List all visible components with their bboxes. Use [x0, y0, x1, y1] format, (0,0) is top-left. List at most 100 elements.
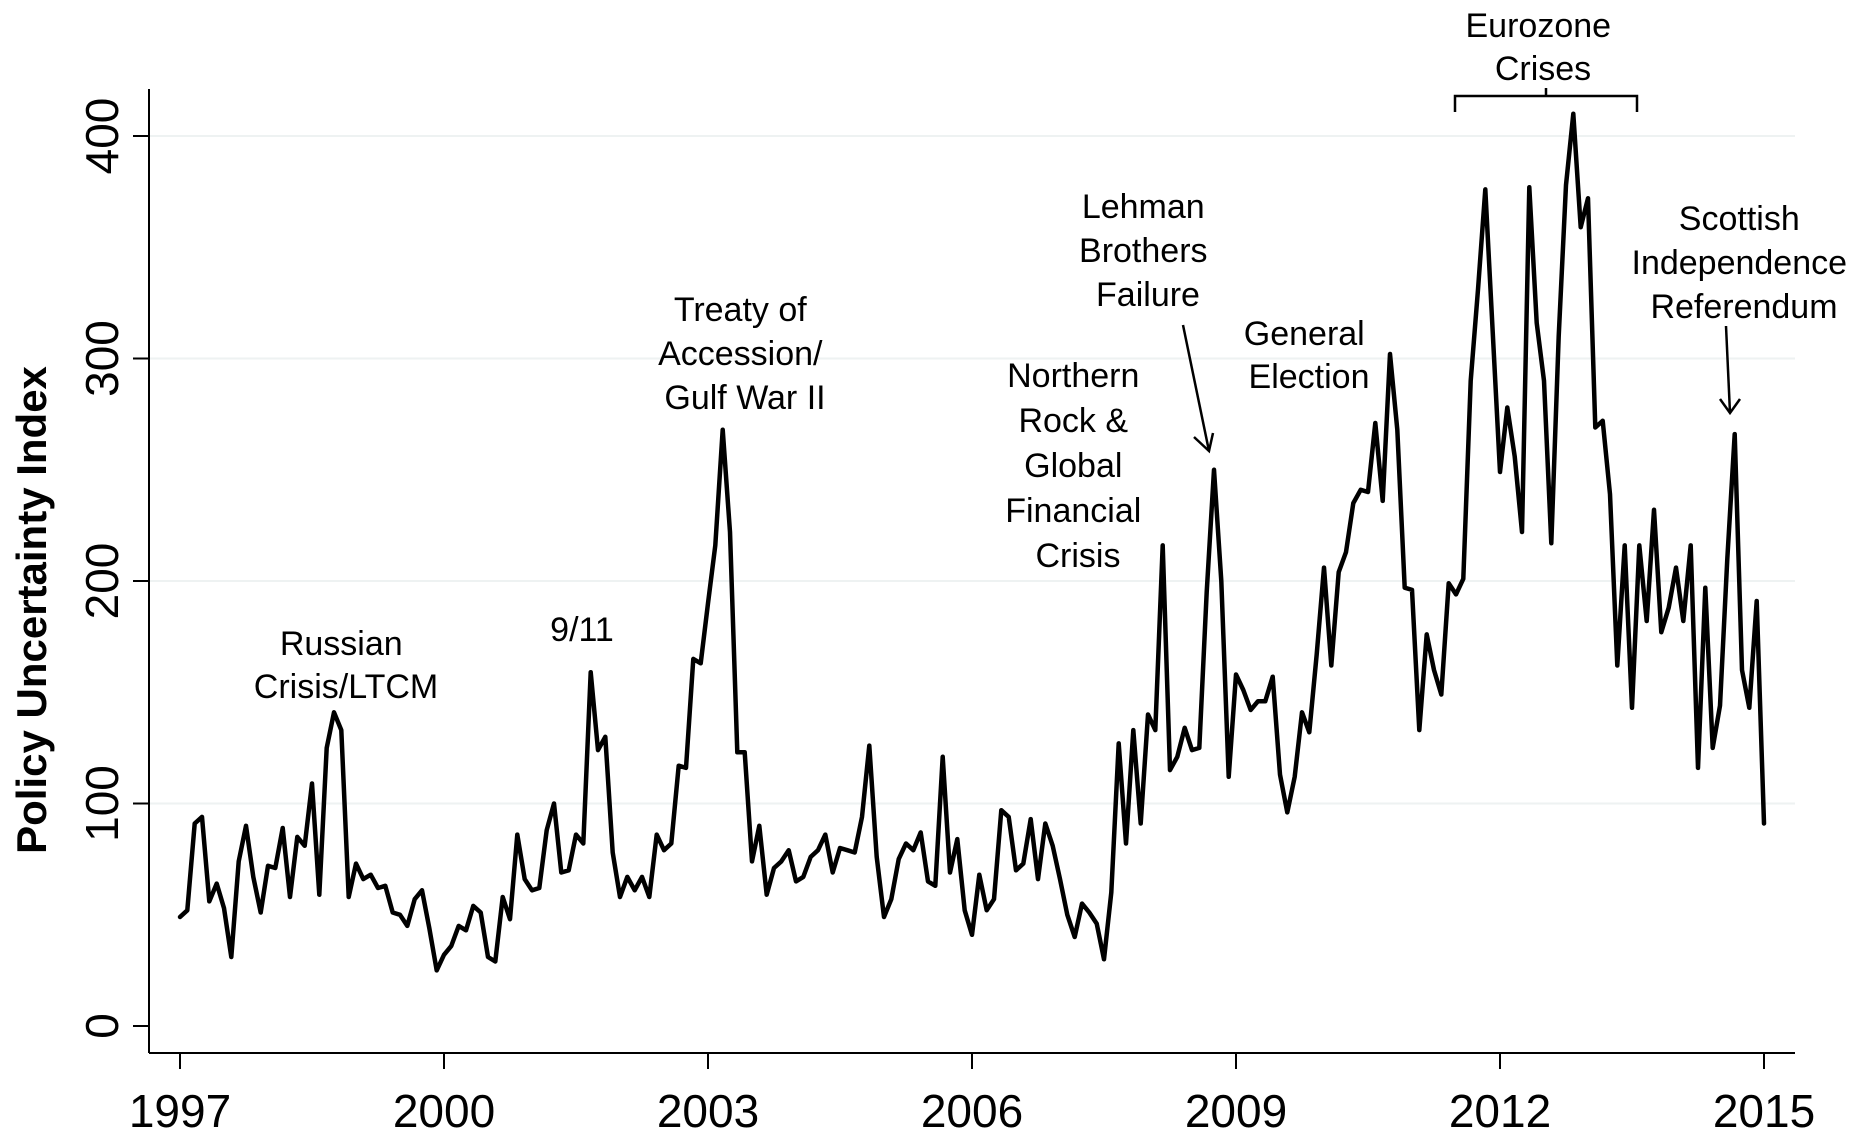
data-point [435, 968, 439, 972]
data-point [1256, 699, 1260, 703]
x-tick-label: 2006 [921, 1085, 1023, 1132]
annotation-russian-crisis: Russian Crisis/LTCM [254, 625, 438, 706]
x-tick-label: 2000 [393, 1085, 495, 1132]
data-point [970, 933, 974, 937]
data-point [427, 926, 431, 930]
data-point [574, 833, 578, 837]
data-point [1014, 868, 1018, 872]
data-point [1168, 768, 1172, 772]
data-point [237, 859, 241, 863]
data-point [1021, 862, 1025, 866]
data-point [1300, 710, 1304, 714]
data-point [1058, 877, 1062, 881]
data-point [1601, 419, 1605, 423]
data-point [933, 884, 937, 888]
data-point [1652, 508, 1656, 512]
data-point [515, 833, 519, 837]
data-point [325, 746, 329, 750]
data-point [1733, 432, 1737, 436]
data-point [193, 822, 197, 825]
data-point [1109, 891, 1113, 894]
data-point [1681, 619, 1685, 623]
data-point [1637, 543, 1641, 547]
data-point [1139, 822, 1143, 825]
data-point [1043, 822, 1047, 825]
data-point [339, 728, 343, 732]
y-tick-label: 300 [76, 320, 128, 397]
data-point [530, 888, 534, 892]
data-point [1227, 775, 1231, 779]
data-point [1307, 730, 1311, 734]
data-point [1527, 185, 1531, 189]
data-point [1410, 588, 1414, 592]
data-point [310, 782, 314, 785]
data-point [1740, 668, 1744, 672]
scottish-arrow-head [1718, 398, 1742, 416]
data-point [178, 915, 182, 919]
data-point [266, 864, 270, 868]
data-point [251, 875, 255, 879]
data-point [207, 899, 211, 903]
grid-lines [149, 135, 1795, 805]
data-point [889, 897, 893, 901]
data-point [1351, 501, 1355, 505]
data-point [992, 897, 996, 901]
data-point [1373, 421, 1377, 425]
data-point [1703, 586, 1707, 590]
data-point [244, 824, 248, 828]
data-point [1549, 541, 1553, 545]
data-point [1359, 488, 1363, 492]
data-point [625, 875, 629, 879]
data-point [1183, 726, 1187, 730]
data-point [1542, 379, 1546, 383]
data-point [1674, 566, 1678, 570]
data-point [735, 750, 739, 754]
data-point [640, 875, 644, 879]
y-tick-label: 400 [76, 98, 128, 175]
data-point [442, 953, 446, 957]
annotation-general-election: General Election [1244, 315, 1374, 396]
annotation-northern-rock: Northern Rock & Global Financial Crisis [1005, 357, 1151, 575]
data-point [765, 893, 769, 897]
data-point [1344, 550, 1348, 554]
data-point [259, 911, 263, 914]
data-point [1476, 288, 1480, 291]
data-point [757, 824, 761, 828]
data-point [1454, 592, 1458, 596]
data-point [391, 911, 395, 914]
y-axis-title: Policy Uncertainty Index [8, 365, 55, 853]
data-point [1725, 557, 1729, 561]
data-point [728, 530, 732, 534]
data-point [999, 808, 1003, 812]
data-point [405, 924, 409, 928]
data-point [1131, 728, 1135, 732]
data-point [1190, 748, 1194, 752]
data-point [1579, 225, 1583, 229]
data-point [743, 750, 747, 754]
annotation-eurozone-crises: Eurozone Crises [1466, 7, 1621, 88]
data-point [633, 888, 637, 892]
data-point [288, 895, 292, 899]
data-point [523, 877, 527, 881]
data-point [347, 895, 351, 899]
data-point [1498, 470, 1502, 474]
data-point [486, 955, 490, 959]
data-point [1124, 842, 1128, 845]
data-point [1615, 664, 1619, 667]
x-tick-label: 2009 [1185, 1085, 1287, 1132]
data-point [897, 857, 901, 861]
data-point [611, 851, 615, 854]
data-point [706, 601, 710, 605]
data-point [1564, 183, 1568, 187]
data-point [809, 855, 813, 859]
data-point [317, 893, 321, 897]
data-point [1205, 590, 1209, 594]
data-point [1645, 619, 1649, 623]
data-point [867, 744, 871, 748]
data-point [1461, 577, 1465, 581]
data-point [464, 928, 468, 932]
data-point [1329, 664, 1333, 667]
data-point [1073, 935, 1077, 939]
data-point [1747, 706, 1751, 710]
data-point [1219, 579, 1223, 583]
